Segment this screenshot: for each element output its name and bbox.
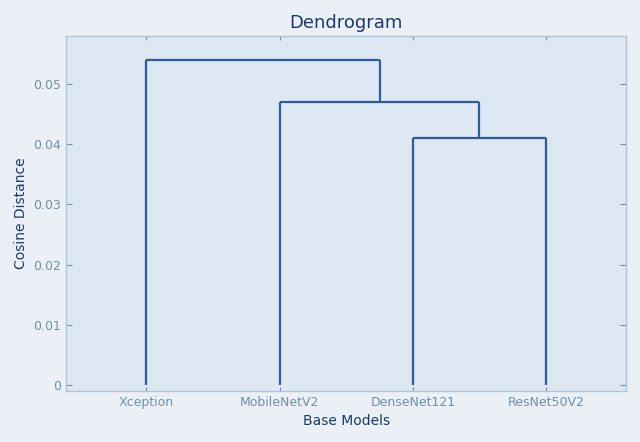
X-axis label: Base Models: Base Models: [303, 414, 390, 428]
Title: Dendrogram: Dendrogram: [289, 14, 403, 32]
Y-axis label: Cosine Distance: Cosine Distance: [14, 158, 28, 269]
